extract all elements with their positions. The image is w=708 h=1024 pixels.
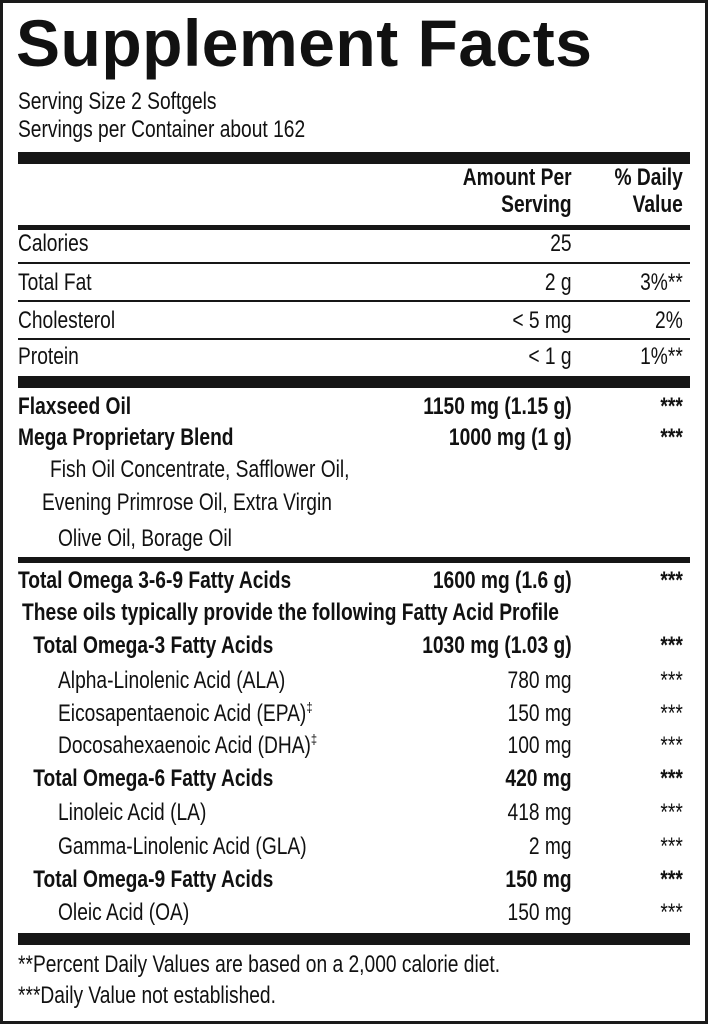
fatty-acid-dv: *** [660,700,683,727]
fatty-acid-row: Linoleic Acid (LA) 418 mg *** [58,797,690,829]
supplement-facts-panel: Serving Size 2 Softgels Servings per Con… [18,0,690,1024]
divider [18,225,690,230]
fatty-acid-amount: 1030 mg (1.03 g) [422,632,572,659]
fatty-acid-name: Total Omega-3 Fatty Acids [33,632,274,659]
fatty-acid-name: Alpha-Linolenic Acid (ALA) [58,667,286,694]
dv-header-line1: % Daily [614,164,683,191]
fatty-acid-group-row: Total Omega-9 Fatty Acids 150 mg *** [33,864,690,896]
divider [18,262,690,264]
fatty-acid-amount: 150 mg [507,700,572,727]
fatty-acid-row: Eicosapentaenoic Acid (EPA)‡ 150 mg *** [58,698,690,730]
nutrient-name: Calories [18,230,89,257]
nutrient-row: Total Fat 2 g 3%** [18,267,690,299]
oil-row: Flaxseed Oil 1150 mg (1.15 g) *** [18,391,690,423]
fatty-acid-dv: *** [660,732,683,759]
fatty-acid-dv: *** [660,799,683,826]
fatty-acid-name: Docosahexaenoic Acid (DHA) [58,732,311,759]
footnote-not-established: ***Daily Value not established. [18,982,276,1009]
fatty-acid-dv: *** [660,667,683,694]
total-omega-row: Total Omega 3-6-9 Fatty Acids 1600 mg (1… [18,565,690,597]
nutrient-dv: 2% [655,307,683,334]
fatty-acid-dv: *** [660,765,683,792]
nutrient-dv: 1%** [640,343,683,370]
nutrient-amount: < 5 mg [512,307,572,334]
nutrient-row: Protein < 1 g 1%** [18,341,690,373]
daily-value-header: % Daily Value [615,164,683,218]
oil-dv: *** [660,393,683,420]
divider [18,557,690,563]
fatty-acid-row: Docosahexaenoic Acid (DHA)‡ 100 mg *** [58,730,690,762]
fatty-acid-dv: *** [660,632,683,659]
oil-row: Mega Proprietary Blend 1000 mg (1 g) *** [18,422,690,454]
nutrient-amount: < 1 g [528,343,572,370]
fatty-acid-dv: *** [660,899,683,926]
nutrient-amount: 25 [550,230,572,257]
total-omega-dv: *** [660,567,683,594]
fatty-acid-amount: 100 mg [507,732,572,759]
fatty-acid-group-row: Total Omega-6 Fatty Acids 420 mg *** [33,763,690,795]
double-dagger-mark: ‡ [310,731,318,747]
divider [18,300,690,302]
footnote-daily-values: **Percent Daily Values are based on a 2,… [18,951,501,978]
fatty-acid-amount: 2 mg [528,833,572,860]
oil-amount: 1000 mg (1 g) [448,424,572,451]
fatty-acid-name: Eicosapentaenoic Acid (EPA) [58,700,307,727]
servings-per-container: Servings per Container about 162 [18,116,306,143]
fatty-acid-name: Total Omega-9 Fatty Acids [33,866,274,893]
fatty-acid-row: Oleic Acid (OA) 150 mg *** [58,897,690,929]
nutrient-amount: 2 g [544,269,572,296]
fatty-acid-row: Alpha-Linolenic Acid (ALA) 780 mg *** [58,665,690,697]
nutrient-name: Cholesterol [18,307,116,334]
oil-dv: *** [660,424,683,451]
oil-name: Mega Proprietary Blend [18,424,234,451]
amount-header: Amount Per Serving [463,164,572,218]
divider [18,338,690,340]
nutrient-row: Cholesterol < 5 mg 2% [18,305,690,337]
fatty-acid-name: Linoleic Acid (LA) [58,799,207,826]
fatty-acid-row: Gamma-Linolenic Acid (GLA) 2 mg *** [58,831,690,863]
thick-divider [18,933,690,945]
fatty-acid-amount: 420 mg [505,765,572,792]
nutrient-row: Calories 25 [18,228,690,260]
fatty-acid-dv: *** [660,833,683,860]
blend-ingredients-line: Olive Oil, Borage Oil [58,525,232,552]
fatty-acid-name: Gamma-Linolenic Acid (GLA) [58,833,307,860]
fatty-acid-amount: 150 mg [507,899,572,926]
blend-ingredients-line: Fish Oil Concentrate, Safflower Oil, [50,456,350,483]
amount-header-line2: Serving [501,191,572,218]
amount-header-line1: Amount Per [462,164,572,191]
fatty-acid-group-row: Total Omega-3 Fatty Acids 1030 mg (1.03 … [33,630,690,662]
nutrient-name: Total Fat [18,269,92,296]
dv-header-line2: Value [632,191,683,218]
double-dagger-mark: ‡ [306,699,313,715]
fatty-acid-name: Oleic Acid (OA) [58,899,190,926]
fatty-acid-amount: 150 mg [505,866,572,893]
thick-divider [18,152,690,164]
fatty-acid-amount: 780 mg [507,667,572,694]
total-omega-name: Total Omega 3-6-9 Fatty Acids [18,567,292,594]
thick-divider [18,376,690,388]
oil-amount: 1150 mg (1.15 g) [423,393,572,420]
total-omega-amount: 1600 mg (1.6 g) [432,567,572,594]
nutrient-name: Protein [18,343,79,370]
fatty-acid-amount: 418 mg [507,799,572,826]
serving-size: Serving Size 2 Softgels [18,88,217,115]
fatty-acid-name: Total Omega-6 Fatty Acids [33,765,274,792]
oil-name: Flaxseed Oil [18,393,132,420]
fatty-acid-dv: *** [660,866,683,893]
blend-ingredients-line: Evening Primrose Oil, Extra Virgin [42,489,332,516]
label-title: Supplement Facts [16,6,593,80]
profile-note: These oils typically provide the followi… [22,599,559,626]
nutrient-dv: 3%** [640,269,683,296]
